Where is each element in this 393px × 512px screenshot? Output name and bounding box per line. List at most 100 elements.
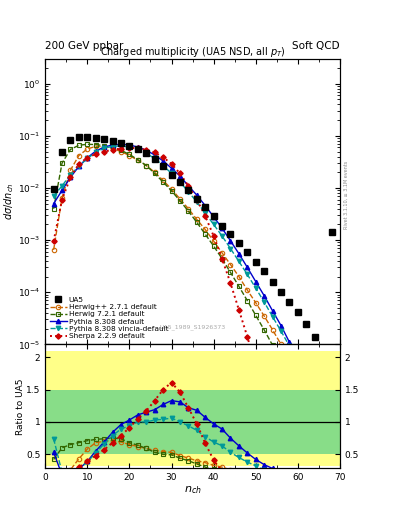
- Pythia 8.308 vincia-default: [68, 172, 73, 178]
- Line: Sherpa 2.2.9 default: Sherpa 2.2.9 default: [52, 146, 283, 456]
- Herwig++ 2.7.1 default: [203, 226, 208, 232]
- Line: Herwig++ 2.7.1 default: Herwig++ 2.7.1 default: [51, 144, 309, 391]
- Herwig 7.2.1 default: [127, 152, 132, 158]
- Sherpa 2.2.9 default: [262, 391, 266, 397]
- Herwig++ 2.7.1 default: [270, 327, 275, 333]
- UA5: [102, 136, 107, 142]
- UA5: [178, 179, 182, 185]
- Herwig++ 2.7.1 default: [262, 313, 266, 319]
- Pythia 8.308 default: [296, 355, 300, 361]
- Pythia 8.308 vincia-default: [102, 145, 107, 151]
- Pythia 8.308 vincia-default: [77, 163, 81, 169]
- Herwig 7.2.1 default: [77, 142, 81, 148]
- Herwig 7.2.1 default: [60, 160, 64, 166]
- Herwig 7.2.1 default: [304, 405, 309, 411]
- Herwig 7.2.1 default: [51, 206, 56, 212]
- Pythia 8.308 vincia-default: [203, 210, 208, 216]
- Herwig++ 2.7.1 default: [110, 145, 115, 152]
- Herwig++ 2.7.1 default: [77, 153, 81, 159]
- Herwig 7.2.1 default: [144, 162, 149, 168]
- Pythia 8.308 default: [169, 165, 174, 171]
- UA5: [85, 134, 90, 140]
- Pythia 8.308 vincia-default: [245, 271, 250, 278]
- Herwig 7.2.1 default: [94, 141, 98, 147]
- Pythia 8.308 default: [195, 192, 199, 198]
- Sherpa 2.2.9 default: [195, 197, 199, 203]
- Sherpa 2.2.9 default: [102, 148, 107, 155]
- Pythia 8.308 default: [77, 163, 81, 169]
- Herwig++ 2.7.1 default: [228, 262, 233, 268]
- Pythia 8.308 default: [186, 183, 191, 189]
- Sherpa 2.2.9 default: [60, 197, 64, 203]
- Pythia 8.308 default: [110, 142, 115, 148]
- Pythia 8.308 vincia-default: [94, 150, 98, 156]
- Herwig++ 2.7.1 default: [195, 216, 199, 222]
- Herwig++ 2.7.1 default: [127, 153, 132, 159]
- Pythia 8.308 vincia-default: [110, 143, 115, 150]
- Pythia 8.308 vincia-default: [312, 391, 317, 397]
- Line: Pythia 8.308 vincia-default: Pythia 8.308 vincia-default: [51, 144, 317, 397]
- Sherpa 2.2.9 default: [169, 161, 174, 167]
- UA5: [296, 309, 300, 315]
- Herwig++ 2.7.1 default: [102, 144, 107, 150]
- UA5: [270, 279, 275, 285]
- Pythia 8.308 vincia-default: [228, 245, 233, 251]
- Herwig 7.2.1 default: [102, 142, 107, 148]
- UA5: [279, 289, 283, 295]
- UA5: [169, 172, 174, 178]
- Line: Herwig 7.2.1 default: Herwig 7.2.1 default: [51, 142, 334, 478]
- Herwig++ 2.7.1 default: [161, 177, 165, 183]
- Pythia 8.308 default: [211, 214, 216, 220]
- Herwig 7.2.1 default: [329, 473, 334, 479]
- Pythia 8.308 vincia-default: [119, 143, 123, 149]
- Herwig 7.2.1 default: [287, 373, 292, 379]
- Herwig 7.2.1 default: [262, 327, 266, 333]
- Legend: UA5, Herwig++ 2.7.1 default, Herwig 7.2.1 default, Pythia 8.308 default, Pythia : UA5, Herwig++ 2.7.1 default, Herwig 7.2.…: [49, 295, 170, 340]
- Sherpa 2.2.9 default: [51, 238, 56, 244]
- Pythia 8.308 default: [144, 147, 149, 153]
- Herwig 7.2.1 default: [245, 297, 250, 304]
- Line: UA5: UA5: [51, 134, 334, 340]
- Sherpa 2.2.9 default: [152, 150, 157, 156]
- Sherpa 2.2.9 default: [161, 154, 165, 160]
- Pythia 8.308 default: [279, 323, 283, 329]
- Pythia 8.308 vincia-default: [195, 199, 199, 205]
- Pythia 8.308 default: [262, 292, 266, 298]
- Pythia 8.308 default: [220, 225, 224, 231]
- UA5: [228, 231, 233, 237]
- Sherpa 2.2.9 default: [253, 362, 258, 369]
- Pythia 8.308 vincia-default: [169, 170, 174, 177]
- Herwig++ 2.7.1 default: [296, 370, 300, 376]
- Line: Pythia 8.308 default: Pythia 8.308 default: [51, 142, 317, 397]
- Pythia 8.308 vincia-default: [178, 179, 182, 185]
- Pythia 8.308 vincia-default: [270, 313, 275, 319]
- UA5: [245, 249, 250, 255]
- Pythia 8.308 default: [253, 279, 258, 285]
- Sherpa 2.2.9 default: [270, 421, 275, 427]
- UA5: [262, 268, 266, 274]
- Herwig++ 2.7.1 default: [169, 186, 174, 192]
- Pythia 8.308 vincia-default: [211, 221, 216, 227]
- UA5: [161, 163, 165, 169]
- Sherpa 2.2.9 default: [186, 183, 191, 189]
- Herwig 7.2.1 default: [296, 389, 300, 395]
- Herwig++ 2.7.1 default: [279, 342, 283, 348]
- Sherpa 2.2.9 default: [68, 174, 73, 180]
- Herwig++ 2.7.1 default: [136, 157, 140, 163]
- UA5: [220, 223, 224, 229]
- Herwig++ 2.7.1 default: [152, 169, 157, 176]
- Title: Charged multiplicity (UA5 NSD, all $p_T$): Charged multiplicity (UA5 NSD, all $p_T$…: [99, 45, 286, 59]
- Pythia 8.308 default: [119, 141, 123, 147]
- Sherpa 2.2.9 default: [94, 151, 98, 157]
- Sherpa 2.2.9 default: [85, 155, 90, 161]
- Herwig 7.2.1 default: [203, 231, 208, 237]
- Pythia 8.308 vincia-default: [237, 259, 241, 265]
- Herwig 7.2.1 default: [270, 342, 275, 348]
- Herwig++ 2.7.1 default: [144, 162, 149, 168]
- Pythia 8.308 default: [270, 308, 275, 314]
- Pythia 8.308 vincia-default: [152, 155, 157, 161]
- Pythia 8.308 vincia-default: [287, 343, 292, 349]
- UA5: [195, 196, 199, 202]
- Text: Soft QCD: Soft QCD: [292, 41, 340, 51]
- Herwig++ 2.7.1 default: [237, 273, 241, 280]
